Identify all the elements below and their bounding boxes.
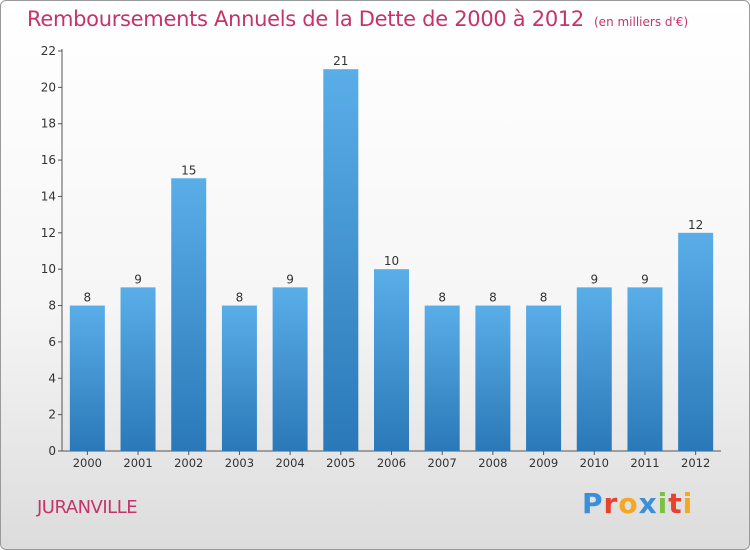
unit-label: (en milliers d'€) xyxy=(594,15,689,29)
bar xyxy=(221,305,257,451)
logo-letter: x xyxy=(638,487,658,520)
logo-letter: r xyxy=(603,487,619,520)
x-tick-label: 2000 xyxy=(73,456,102,470)
bar xyxy=(374,269,409,451)
data-label: 12 xyxy=(688,218,703,232)
y-tick-label: 8 xyxy=(48,299,56,313)
data-label: 9 xyxy=(286,272,294,286)
data-label: 21 xyxy=(333,54,348,68)
data-label: 9 xyxy=(590,272,598,286)
commune-name: JURANVILLE xyxy=(37,497,138,518)
data-label: 9 xyxy=(641,272,649,286)
y-tick-label: 22 xyxy=(41,44,56,58)
bar xyxy=(627,287,663,451)
x-tick-label: 2001 xyxy=(123,456,152,470)
data-label: 8 xyxy=(236,291,244,305)
proxiti-logo: Proxiti xyxy=(582,487,693,520)
x-tick-label: 2007 xyxy=(428,456,457,470)
x-tick-label: 2011 xyxy=(630,456,659,470)
y-tick-label: 20 xyxy=(41,80,56,94)
data-label: 9 xyxy=(134,272,142,286)
bar xyxy=(120,287,156,451)
y-tick-label: 18 xyxy=(41,117,56,131)
bar xyxy=(424,305,460,451)
x-tick-label: 2003 xyxy=(225,456,254,470)
x-tick-label: 2005 xyxy=(326,456,355,470)
logo-letter: P xyxy=(582,487,604,520)
x-tick-label: 2010 xyxy=(580,456,609,470)
data-label: 15 xyxy=(181,163,196,177)
title-text: Remboursements Annuels de la Dette de 20… xyxy=(27,7,584,31)
y-tick-label: 0 xyxy=(48,444,56,458)
bar xyxy=(678,232,714,451)
data-label: 8 xyxy=(84,291,92,305)
data-label: 8 xyxy=(489,291,497,305)
bar xyxy=(171,178,207,452)
x-tick-label: 2009 xyxy=(529,456,558,470)
data-label: 10 xyxy=(384,254,399,268)
logo-letter: i xyxy=(682,487,694,520)
data-label: 8 xyxy=(540,291,548,305)
y-tick-label: 2 xyxy=(48,408,56,422)
x-tick-label: 2006 xyxy=(377,456,406,470)
bar xyxy=(576,287,612,451)
x-tick-label: 2012 xyxy=(681,456,710,470)
y-tick-label: 12 xyxy=(41,226,56,240)
x-tick-label: 2004 xyxy=(275,456,304,470)
x-tick-label: 2008 xyxy=(478,456,507,470)
bar xyxy=(272,287,308,451)
y-tick-label: 16 xyxy=(41,153,56,167)
logo-letter: t xyxy=(668,487,683,520)
x-tick-label: 2002 xyxy=(174,456,203,470)
data-label: 8 xyxy=(438,291,446,305)
y-tick-label: 10 xyxy=(41,262,56,276)
y-tick-label: 6 xyxy=(48,335,56,349)
bar xyxy=(69,305,105,451)
bar xyxy=(323,69,359,451)
bar xyxy=(526,305,562,451)
logo-letter: o xyxy=(618,487,639,520)
chart-title: Remboursements Annuels de la Dette de 20… xyxy=(27,7,688,31)
y-tick-label: 14 xyxy=(41,189,56,203)
bar xyxy=(475,305,511,451)
logo-letter: i xyxy=(657,487,669,520)
y-tick-label: 4 xyxy=(48,371,56,385)
